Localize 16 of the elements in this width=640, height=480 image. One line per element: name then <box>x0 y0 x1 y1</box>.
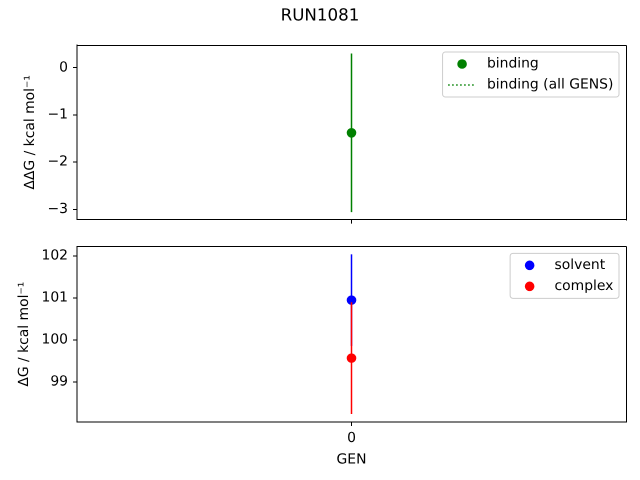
legend-label: binding <box>486 56 539 72</box>
y-tick-label: 100 <box>41 332 68 348</box>
y-tick-label: −1 <box>48 106 68 122</box>
legend-label: binding (all GENS) <box>486 76 614 93</box>
y-tick-label: 99 <box>50 374 68 390</box>
legend-label: solvent <box>554 256 606 273</box>
y-tick-label: 102 <box>41 248 68 264</box>
y-tick-label: −2 <box>48 154 68 170</box>
y-tick-label: 0 <box>59 59 68 76</box>
x-axis-title: GEN <box>336 451 366 468</box>
legend-label: complex <box>554 278 614 294</box>
chart-title: RUN1081 <box>280 4 360 24</box>
y-tick-label: 101 <box>41 290 68 306</box>
y-axis-title: ΔΔG / kcal mol⁻¹ <box>22 75 38 190</box>
y-tick-label: −3 <box>48 200 68 217</box>
y-axis-title: ΔG / kcal mol⁻¹ <box>16 282 32 387</box>
